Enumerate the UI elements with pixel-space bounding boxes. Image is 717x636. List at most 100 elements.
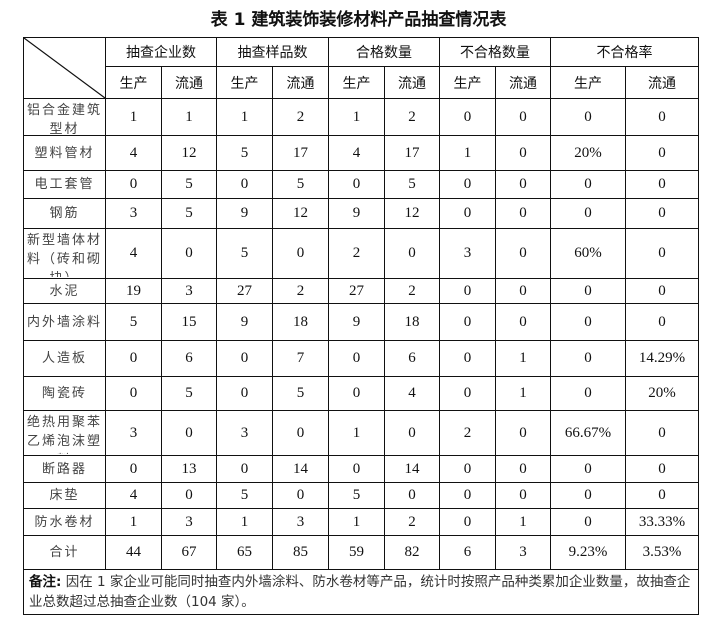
table-row: 断路器 0 13 0 14 0 14 0 0 0 0	[23, 455, 699, 483]
value-cell: 6	[384, 340, 440, 377]
value-cell: 0	[550, 98, 626, 136]
value-cell: 2	[384, 278, 440, 304]
value-cell: 3	[216, 410, 273, 456]
value-cell: 2	[272, 98, 329, 136]
product-name: 床垫	[49, 488, 80, 503]
value-cell: 1	[161, 98, 217, 136]
value-cell: 0	[550, 376, 626, 411]
value-cell: 0	[439, 170, 496, 199]
row-label-cell: 塑料管材	[23, 135, 106, 171]
value-cell: 6	[439, 535, 496, 570]
value-cell: 0	[328, 340, 385, 377]
product-name: 合计	[49, 545, 80, 560]
sub-header: 生产	[328, 66, 385, 99]
table-row: 陶瓷砖 0 5 0 5 0 4 0 1 0 20%	[23, 376, 699, 411]
value-cell: 5	[216, 135, 273, 171]
table-row: 钢筋 3 5 9 12 9 12 0 0 0 0	[23, 198, 699, 229]
value-cell: 18	[384, 303, 440, 341]
sub-header: 生产	[550, 66, 626, 99]
table-row: 人造板 0 6 0 7 0 6 0 1 0 14.29%	[23, 340, 699, 377]
value-cell: 0	[439, 198, 496, 229]
value-cell: 14	[272, 455, 329, 483]
value-cell: 5	[105, 303, 162, 341]
product-name: 绝热用聚苯乙烯泡沫塑料	[26, 414, 102, 454]
value-cell: 0	[328, 170, 385, 199]
value-cell: 0	[625, 482, 699, 509]
product-name: 铝合金建筑型材	[26, 102, 102, 134]
value-cell: 4	[384, 376, 440, 411]
value-cell: 1	[495, 340, 551, 377]
table-row: 床垫 4 0 5 0 5 0 0 0 0 0	[23, 482, 699, 509]
product-name: 内外墙涂料	[26, 314, 102, 330]
row-label-cell: 电工套管	[23, 170, 106, 199]
value-cell: 0	[625, 410, 699, 456]
product-name: 人造板	[41, 351, 87, 366]
note-row: 备注: 因在 1 家企业可能同时抽查内外墙涂料、防水卷材等产品，统计时按照产品种…	[23, 569, 699, 615]
value-cell: 0	[105, 455, 162, 483]
value-cell: 3	[439, 228, 496, 279]
value-cell: 0	[550, 482, 626, 509]
value-cell: 0	[439, 303, 496, 341]
value-cell: 0	[439, 482, 496, 509]
row-label-cell: 水泥	[23, 278, 106, 304]
value-cell: 0	[384, 410, 440, 456]
value-cell: 0	[625, 228, 699, 279]
value-cell: 9	[216, 303, 273, 341]
sub-header: 流通	[384, 66, 440, 99]
table-row: 合计 44 67 65 85 59 82 6 3 9.23% 3.53%	[23, 535, 699, 570]
value-cell: 5	[216, 228, 273, 279]
value-cell: 0	[439, 455, 496, 483]
value-cell: 2	[439, 410, 496, 456]
value-cell: 0	[105, 340, 162, 377]
value-cell: 0	[495, 98, 551, 136]
value-cell: 0	[550, 198, 626, 229]
value-cell: 12	[384, 198, 440, 229]
value-cell: 14	[384, 455, 440, 483]
sub-header: 流通	[161, 66, 217, 99]
note-text: 因在 1 家企业可能同时抽查内外墙涂料、防水卷材等产品，统计时按照产品种类累加企…	[29, 574, 691, 610]
row-label-cell: 合计	[23, 535, 106, 570]
value-cell: 0	[216, 376, 273, 411]
value-cell: 0	[495, 135, 551, 171]
value-cell: 0	[550, 455, 626, 483]
table-row: 绝热用聚苯乙烯泡沫塑料3030102066.67%0	[23, 410, 699, 456]
value-cell: 5	[161, 198, 217, 229]
value-cell: 20%	[625, 376, 699, 411]
row-label-cell: 断路器	[23, 455, 106, 483]
value-cell: 5	[161, 376, 217, 411]
value-cell: 2	[384, 98, 440, 136]
value-cell: 3	[105, 410, 162, 456]
value-cell: 0	[550, 508, 626, 536]
value-cell: 0	[328, 455, 385, 483]
value-cell: 9.23%	[550, 535, 626, 570]
value-cell: 0	[384, 228, 440, 279]
table-row: 内外墙涂料 5 15 9 18 9 18 0 0 0 0	[23, 303, 699, 341]
value-cell: 0	[625, 278, 699, 304]
value-cell: 2	[384, 508, 440, 536]
value-cell: 1	[495, 508, 551, 536]
value-cell: 0	[384, 482, 440, 509]
value-cell: 9	[328, 198, 385, 229]
value-cell: 3	[495, 535, 551, 570]
value-cell: 3.53%	[625, 535, 699, 570]
value-cell: 18	[272, 303, 329, 341]
value-cell: 1	[328, 98, 385, 136]
inspection-table: 抽查企业数 抽查样品数 合格数量 不合格数量 不合格率 生产 流通 生产 流通 生产 流通…	[23, 37, 699, 615]
value-cell: 6	[161, 340, 217, 377]
value-cell: 85	[272, 535, 329, 570]
sub-header: 生产	[216, 66, 273, 99]
value-cell: 0	[625, 198, 699, 229]
table-row: 电工套管 0 5 0 5 0 5 0 0 0 0	[23, 170, 699, 199]
value-cell: 13	[161, 455, 217, 483]
value-cell: 0	[105, 376, 162, 411]
value-cell: 0	[272, 228, 329, 279]
value-cell: 15	[161, 303, 217, 341]
value-cell: 0	[550, 303, 626, 341]
product-name: 钢筋	[49, 206, 80, 221]
value-cell: 20%	[550, 135, 626, 171]
value-cell: 0	[495, 170, 551, 199]
group-header: 合格数量	[328, 37, 440, 67]
value-cell: 1	[328, 410, 385, 456]
sub-header: 生产	[105, 66, 162, 99]
value-cell: 44	[105, 535, 162, 570]
